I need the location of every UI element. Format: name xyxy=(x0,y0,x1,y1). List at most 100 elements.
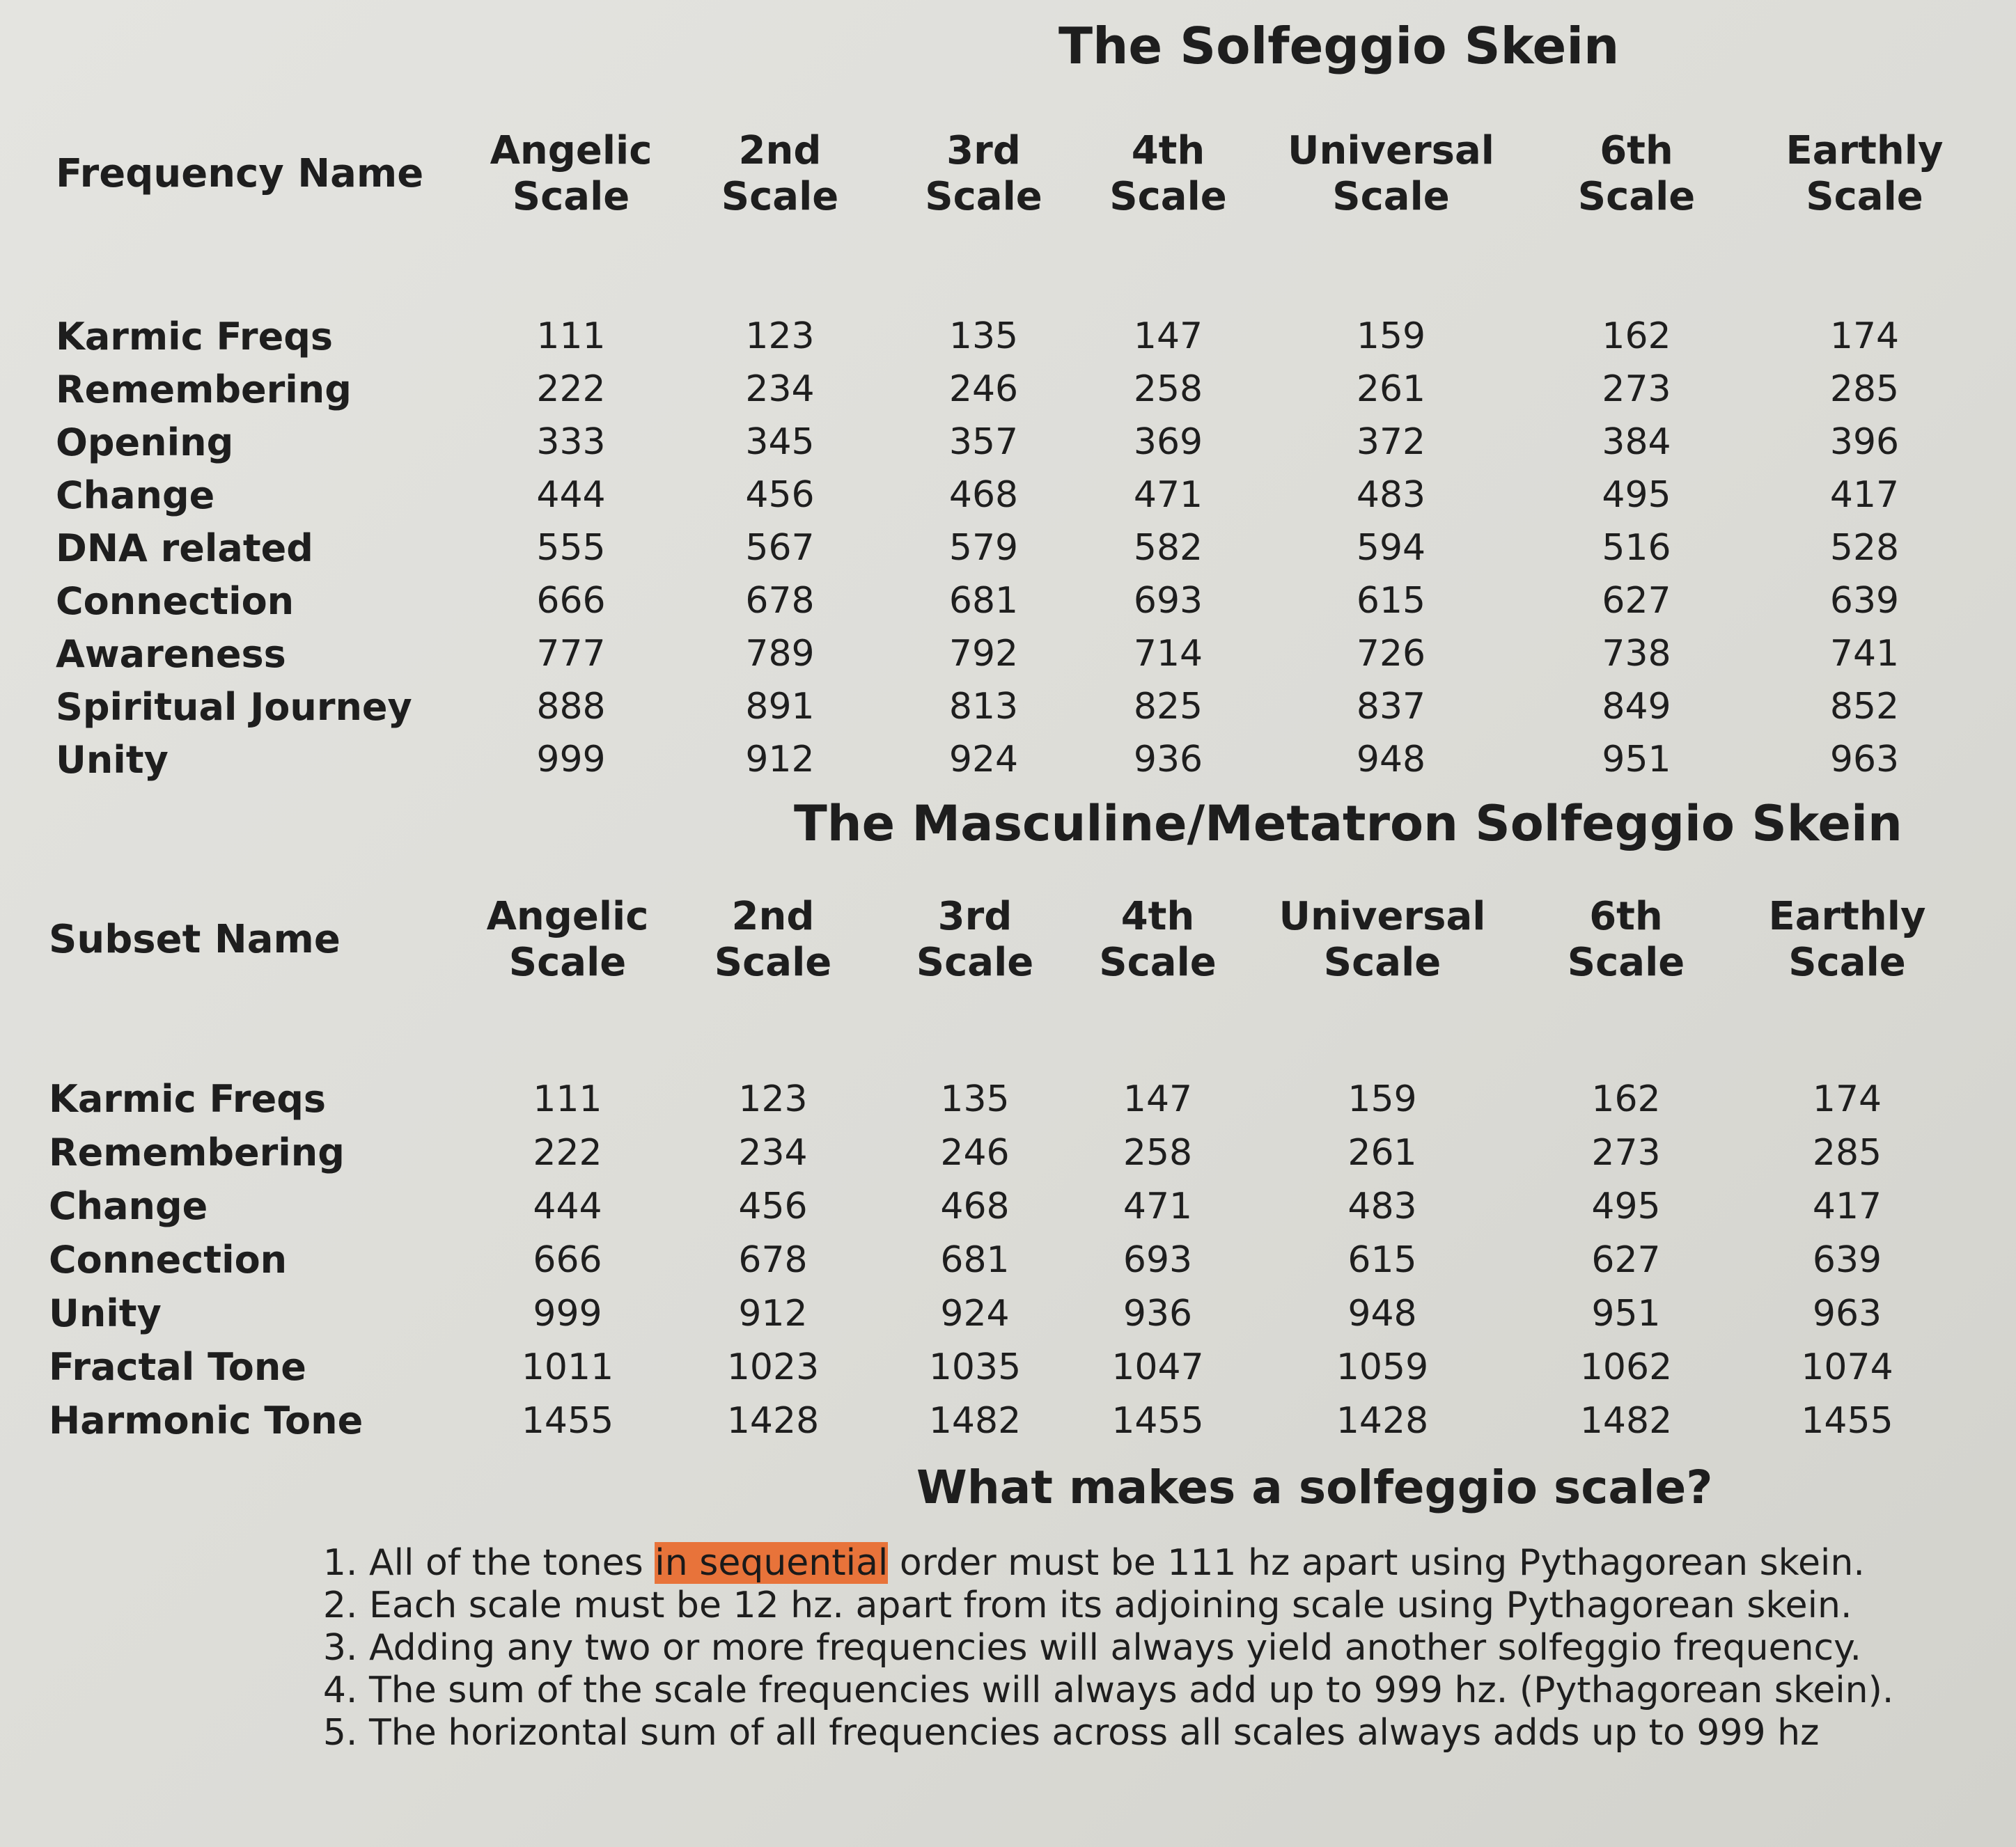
frequency-cell: 258 xyxy=(1133,368,1203,410)
frequency-cell: 1455 xyxy=(521,1399,614,1442)
frequency-cell: 174 xyxy=(1829,315,1900,357)
frequency-cell: 111 xyxy=(536,315,606,357)
frequency-cell: 111 xyxy=(533,1078,602,1120)
row-name: Remembering xyxy=(56,367,352,411)
rule-item: Each scale must be 12 hz. apart from its… xyxy=(369,1585,1971,1627)
frequency-cell: 678 xyxy=(738,1239,808,1281)
frequency-cell: 1482 xyxy=(1579,1399,1673,1442)
row-name: Connection xyxy=(56,579,295,623)
masculine-metatron-skein-title: The Masculine/Metatron Solfeggio Skein xyxy=(794,795,1902,852)
frequency-cell: 258 xyxy=(1123,1131,1193,1174)
table-row: Remembering 222 234 246 258 261 273 285 xyxy=(49,1126,1957,1179)
frequency-cell: 147 xyxy=(1123,1078,1193,1120)
table-row: Remembering 222 234 246 258 261 273 285 xyxy=(56,363,1978,416)
frequency-cell: 1428 xyxy=(1336,1399,1429,1442)
row-name: Fractal Tone xyxy=(49,1345,306,1389)
frequency-cell: 162 xyxy=(1602,315,1671,357)
frequency-cell: 681 xyxy=(940,1239,1010,1281)
frequency-cell: 951 xyxy=(1591,1292,1661,1335)
scale-column-header: 6th Scale xyxy=(1577,128,1696,219)
frequency-cell: 528 xyxy=(1829,527,1900,569)
frequency-cell: 123 xyxy=(738,1078,808,1120)
frequency-cell: 135 xyxy=(940,1078,1010,1120)
frequency-cell: 579 xyxy=(948,527,1019,569)
scale-column-header: Universal Scale xyxy=(1288,128,1494,219)
frequency-cell: 837 xyxy=(1356,686,1426,728)
table-row: DNA related 555 567 579 582 594 516 528 xyxy=(56,521,1978,574)
rule-item: Adding any two or more frequencies will … xyxy=(369,1627,1971,1669)
row-name: Connection xyxy=(49,1238,288,1282)
frequency-cell: 627 xyxy=(1591,1239,1661,1281)
frequency-cell: 123 xyxy=(745,315,815,357)
frequency-cell: 615 xyxy=(1356,580,1426,622)
frequency-cell: 483 xyxy=(1347,1185,1417,1227)
frequency-cell: 468 xyxy=(948,474,1019,516)
frequency-cell: 162 xyxy=(1591,1078,1661,1120)
frequency-cell: 582 xyxy=(1133,527,1203,569)
table-row: Unity 999 912 924 936 948 951 963 xyxy=(49,1287,1957,1340)
frequency-cell: 147 xyxy=(1133,315,1203,357)
scale-column-header: 2nd Scale xyxy=(721,128,839,219)
frequency-cell: 825 xyxy=(1133,686,1203,728)
solfeggio-rules-title: What makes a solfeggio scale? xyxy=(916,1461,1713,1514)
frequency-cell: 417 xyxy=(1812,1185,1882,1227)
frequency-cell: 273 xyxy=(1602,368,1671,410)
frequency-cell: 483 xyxy=(1356,474,1426,516)
table-row: Harmonic Tone 1455 1428 1482 1455 1428 1482 145… xyxy=(49,1394,1957,1447)
frequency-cell: 741 xyxy=(1829,633,1900,675)
scale-column-header: 2nd Scale xyxy=(714,894,832,985)
frequency-cell: 396 xyxy=(1829,421,1900,463)
frequency-cell: 891 xyxy=(745,686,815,728)
frequency-cell: 333 xyxy=(536,421,606,463)
row-name: DNA related xyxy=(56,526,313,570)
name-column-header: Frequency Name xyxy=(56,151,424,196)
frequency-cell: 471 xyxy=(1133,474,1203,516)
frequency-cell: 951 xyxy=(1602,739,1671,780)
frequency-cell: 285 xyxy=(1829,368,1900,410)
scale-column-header: 4th Scale xyxy=(1099,894,1217,985)
frequency-cell: 495 xyxy=(1602,474,1671,516)
frequency-cell: 1074 xyxy=(1801,1346,1893,1388)
scale-column-header: Earthly Scale xyxy=(1768,894,1926,985)
row-name: Karmic Freqs xyxy=(49,1077,326,1121)
frequency-cell: 471 xyxy=(1123,1185,1193,1227)
frequency-cell: 135 xyxy=(948,315,1019,357)
frequency-cell: 1428 xyxy=(726,1399,820,1442)
row-name: Awareness xyxy=(56,631,286,676)
frequency-cell: 963 xyxy=(1812,1292,1882,1335)
scale-column-header: Universal Scale xyxy=(1279,894,1486,985)
frequency-cell: 813 xyxy=(948,686,1019,728)
scale-column-header: 4th Scale xyxy=(1109,128,1227,219)
frequency-cell: 345 xyxy=(745,421,815,463)
frequency-cell: 639 xyxy=(1812,1239,1882,1281)
frequency-cell: 468 xyxy=(940,1185,1010,1227)
solfeggio-rules-list: All of the tones in sequential order mus… xyxy=(317,1542,1971,1754)
row-name: Remembering xyxy=(49,1131,345,1174)
scale-column-header: 3rd Scale xyxy=(916,894,1034,985)
frequency-cell: 693 xyxy=(1123,1239,1193,1281)
frequency-cell: 666 xyxy=(533,1239,602,1281)
table-row: Karmic Freqs 111 123 135 147 159 162 174 xyxy=(49,1072,1957,1126)
row-name: Change xyxy=(49,1184,208,1228)
frequency-cell: 1035 xyxy=(928,1346,1022,1388)
frequency-cell: 1023 xyxy=(726,1346,820,1388)
table-row: Connection 666 678 681 693 615 627 639 xyxy=(56,574,1978,627)
row-name: Opening xyxy=(56,420,234,464)
frequency-cell: 594 xyxy=(1356,527,1426,569)
frequency-cell: 1059 xyxy=(1336,1346,1429,1388)
frequency-cell: 357 xyxy=(948,421,1019,463)
table-row: Fractal Tone 1011 1023 1035 1047 1059 1062 1074 xyxy=(49,1340,1957,1394)
table-row: Unity 999 912 924 936 948 951 963 xyxy=(56,733,1978,786)
frequency-cell: 666 xyxy=(536,580,606,622)
frequency-cell: 888 xyxy=(536,686,606,728)
frequency-cell: 777 xyxy=(536,633,606,675)
frequency-cell: 924 xyxy=(940,1292,1010,1335)
frequency-cell: 234 xyxy=(738,1131,808,1174)
frequency-cell: 627 xyxy=(1602,580,1671,622)
frequency-cell: 222 xyxy=(533,1131,602,1174)
frequency-cell: 999 xyxy=(536,739,606,780)
frequency-cell: 1455 xyxy=(1801,1399,1893,1442)
frequency-cell: 936 xyxy=(1133,739,1203,780)
frequency-cell: 714 xyxy=(1133,633,1203,675)
frequency-cell: 234 xyxy=(745,368,815,410)
